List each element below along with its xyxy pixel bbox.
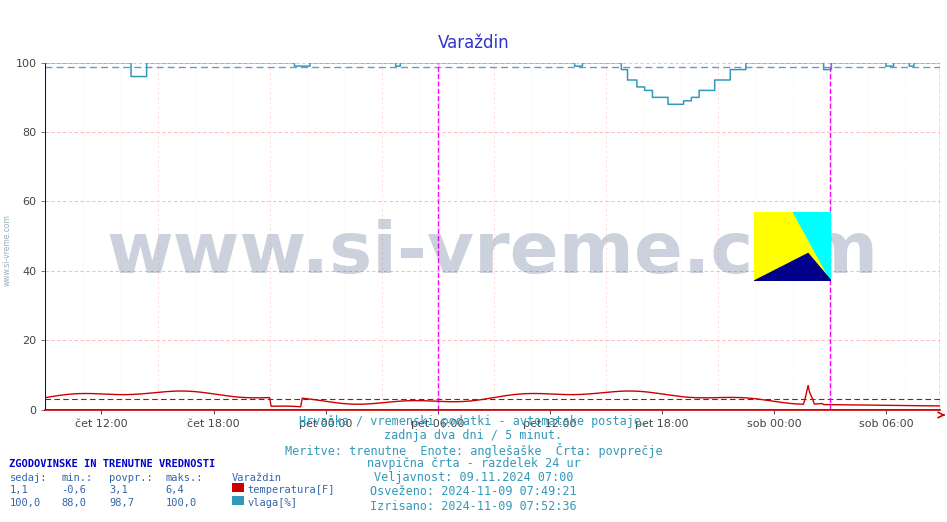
- Polygon shape: [793, 212, 831, 281]
- Text: 100,0: 100,0: [9, 499, 41, 508]
- Text: zadnja dva dni / 5 minut.: zadnja dva dni / 5 minut.: [384, 429, 563, 442]
- Text: maks.:: maks.:: [166, 473, 204, 483]
- Text: Izrisano: 2024-11-09 07:52:36: Izrisano: 2024-11-09 07:52:36: [370, 500, 577, 513]
- Text: Osveženo: 2024-11-09 07:49:21: Osveženo: 2024-11-09 07:49:21: [370, 485, 577, 499]
- Text: min.:: min.:: [62, 473, 93, 483]
- Text: -0,6: -0,6: [62, 485, 86, 495]
- Text: www.si-vreme.com: www.si-vreme.com: [3, 215, 12, 287]
- Text: temperatura[F]: temperatura[F]: [247, 485, 334, 495]
- Text: Hrvaška / vremenski podatki - avtomatske postaje.: Hrvaška / vremenski podatki - avtomatske…: [299, 415, 648, 428]
- Text: povpr.:: povpr.:: [109, 473, 152, 483]
- Text: 6,4: 6,4: [166, 485, 185, 495]
- Polygon shape: [754, 212, 831, 281]
- Text: 100,0: 100,0: [166, 499, 197, 508]
- Text: sedaj:: sedaj:: [9, 473, 47, 483]
- Polygon shape: [754, 254, 831, 281]
- Text: 98,7: 98,7: [109, 499, 134, 508]
- Text: www.si-vreme.com: www.si-vreme.com: [107, 219, 879, 288]
- Text: vlaga[%]: vlaga[%]: [247, 499, 297, 508]
- Text: Meritve: trenutne  Enote: anglešaške  Črta: povprečje: Meritve: trenutne Enote: anglešaške Črta…: [285, 443, 662, 458]
- Text: 3,1: 3,1: [109, 485, 128, 495]
- Text: 1,1: 1,1: [9, 485, 28, 495]
- Text: Varaždin: Varaždin: [438, 34, 509, 52]
- Text: navpična črta - razdelek 24 ur: navpična črta - razdelek 24 ur: [366, 457, 581, 470]
- Text: Veljavnost: 09.11.2024 07:00: Veljavnost: 09.11.2024 07:00: [374, 471, 573, 484]
- Text: Varaždin: Varaždin: [232, 473, 282, 483]
- Text: ZGODOVINSKE IN TRENUTNE VREDNOSTI: ZGODOVINSKE IN TRENUTNE VREDNOSTI: [9, 459, 216, 469]
- Text: 88,0: 88,0: [62, 499, 86, 508]
